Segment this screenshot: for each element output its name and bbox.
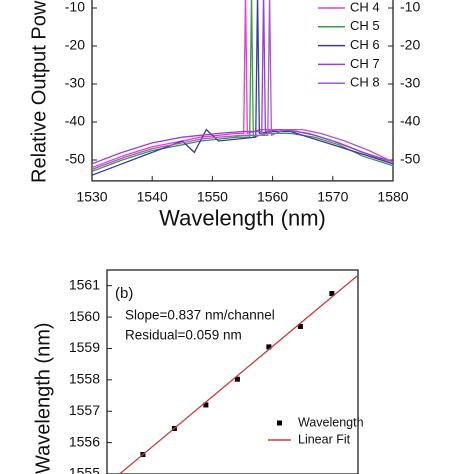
legend-label: Wavelength: [298, 415, 364, 429]
series-line: [92, 0, 393, 176]
y2-tick-label: -40: [400, 113, 420, 129]
data-point: [297, 323, 303, 329]
y-tick-label: -20: [65, 37, 85, 53]
legend-label: CH 4: [350, 0, 380, 14]
y-tick-label: -50: [65, 151, 85, 167]
data-point: [329, 291, 335, 297]
series-line: [92, 0, 393, 173]
x-tick-label: 1550: [197, 189, 228, 205]
y2-tick-label: -50: [400, 151, 420, 167]
series-line: [92, 0, 393, 165]
y-tick-label: 1555: [69, 465, 100, 474]
legend-label: CH 5: [350, 18, 380, 33]
y-tick-label: 1556: [69, 433, 100, 449]
y-tick-label: -10: [65, 0, 85, 15]
x-axis-label: Wavelength (nm): [159, 206, 326, 231]
y-tick-label: 1559: [69, 339, 100, 355]
series-line: [118, 275, 358, 474]
plot-frame: [106, 269, 359, 474]
plot-area: [118, 275, 358, 474]
annotation: Slope=0.837 nm/channel: [125, 308, 275, 323]
x-tick-label: 1580: [377, 189, 408, 205]
legend-label: CH 8: [350, 75, 380, 90]
x-tick-label: 1540: [137, 189, 168, 205]
plot-area: [92, 0, 393, 176]
y-tick-label: -30: [65, 75, 85, 91]
x-tick-label: 1570: [317, 189, 348, 205]
y2-tick-label: -30: [400, 75, 420, 91]
data-point: [203, 402, 209, 408]
y-tick-label: 1557: [69, 402, 100, 418]
annotation: Residual=0.059 nm: [125, 328, 242, 343]
legend-label: Linear Fit: [298, 432, 351, 446]
y-tick-label: 1558: [69, 371, 100, 387]
data-point: [266, 344, 272, 350]
legend-label: CH 6: [350, 37, 380, 52]
y-axis-label: Relative Output Pow: [28, 0, 50, 183]
y-axis-label: Wavelength (nm): [32, 322, 54, 474]
panel-label: (b): [115, 285, 133, 302]
y-tick-label: 1560: [69, 308, 100, 324]
legend-swatch: [277, 420, 282, 426]
data-point: [234, 376, 240, 382]
legend-label: CH 7: [350, 56, 380, 71]
y-tick-label: 1561: [69, 276, 100, 292]
x-tick-label: 1560: [257, 189, 288, 205]
y2-tick-label: -20: [400, 37, 420, 53]
plot-frame: [91, 0, 394, 182]
series-line: [92, 0, 393, 171]
y-tick-label: -40: [65, 113, 85, 129]
y2-tick-label: -10: [400, 0, 420, 15]
x-tick-label: 1530: [76, 189, 107, 205]
